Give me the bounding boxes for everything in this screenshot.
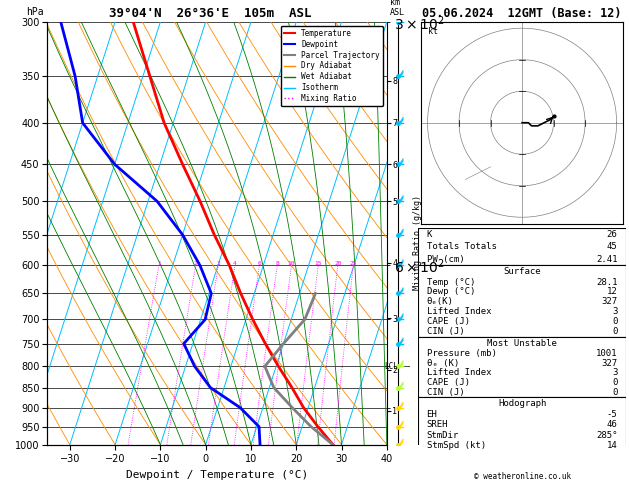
Text: θₑ(K): θₑ(K) <box>426 297 454 306</box>
Text: LCL: LCL <box>384 362 398 371</box>
Text: Lifted Index: Lifted Index <box>426 307 491 316</box>
Text: 2: 2 <box>194 261 198 266</box>
Text: 6: 6 <box>257 261 261 266</box>
Text: 1: 1 <box>157 261 161 266</box>
Text: 4: 4 <box>233 261 237 266</box>
X-axis label: Dewpoint / Temperature (°C): Dewpoint / Temperature (°C) <box>126 470 308 480</box>
Text: StmDir: StmDir <box>426 431 459 440</box>
Text: 0: 0 <box>612 388 618 397</box>
Legend: Temperature, Dewpoint, Parcel Trajectory, Dry Adiabat, Wet Adiabat, Isotherm, Mi: Temperature, Dewpoint, Parcel Trajectory… <box>281 26 383 106</box>
Text: 0: 0 <box>612 317 618 326</box>
Text: 20: 20 <box>334 261 342 266</box>
Text: Temp (°C): Temp (°C) <box>426 278 475 287</box>
Text: 8: 8 <box>276 261 279 266</box>
Text: EH: EH <box>426 410 437 419</box>
Text: 14: 14 <box>607 441 618 451</box>
Text: CAPE (J): CAPE (J) <box>426 378 470 387</box>
Text: Lifted Index: Lifted Index <box>426 368 491 377</box>
Text: θₑ (K): θₑ (K) <box>426 359 459 367</box>
Text: Surface: Surface <box>503 267 541 277</box>
Text: PW (cm): PW (cm) <box>426 255 464 263</box>
Bar <box>418 265 626 336</box>
Text: CIN (J): CIN (J) <box>426 388 464 397</box>
Text: Totals Totals: Totals Totals <box>426 243 496 251</box>
Text: 1001: 1001 <box>596 349 618 358</box>
Text: 12: 12 <box>607 287 618 296</box>
Bar <box>418 397 626 451</box>
Text: Most Unstable: Most Unstable <box>487 339 557 347</box>
Text: 0: 0 <box>612 378 618 387</box>
Text: 28.1: 28.1 <box>596 278 618 287</box>
Text: 327: 327 <box>601 297 618 306</box>
Text: 327: 327 <box>601 359 618 367</box>
Text: CIN (J): CIN (J) <box>426 327 464 336</box>
Text: © weatheronline.co.uk: © weatheronline.co.uk <box>474 472 571 481</box>
Text: 46: 46 <box>607 420 618 429</box>
Text: 05.06.2024  12GMT (Base: 12): 05.06.2024 12GMT (Base: 12) <box>422 7 622 20</box>
Text: 45: 45 <box>607 243 618 251</box>
Text: 39°04'N  26°36'E  105m  ASL: 39°04'N 26°36'E 105m ASL <box>109 7 312 20</box>
Text: 25: 25 <box>350 261 357 266</box>
Text: K: K <box>426 230 432 239</box>
Text: -5: -5 <box>607 410 618 419</box>
Text: 15: 15 <box>314 261 322 266</box>
Bar <box>418 336 626 397</box>
Text: StmSpd (kt): StmSpd (kt) <box>426 441 486 451</box>
Text: 3: 3 <box>612 307 618 316</box>
Text: kt: kt <box>428 28 438 36</box>
Text: Mixing Ratio (g/kg): Mixing Ratio (g/kg) <box>413 195 422 291</box>
Text: 0: 0 <box>612 327 618 336</box>
Text: 10: 10 <box>287 261 295 266</box>
Bar <box>418 228 626 265</box>
Text: 2.41: 2.41 <box>596 255 618 263</box>
Text: Dewp (°C): Dewp (°C) <box>426 287 475 296</box>
Text: km
ASL: km ASL <box>390 0 405 17</box>
Text: 26: 26 <box>607 230 618 239</box>
Text: 3: 3 <box>612 368 618 377</box>
Text: hPa: hPa <box>26 7 44 17</box>
Text: 3: 3 <box>216 261 220 266</box>
Text: SREH: SREH <box>426 420 448 429</box>
Text: CAPE (J): CAPE (J) <box>426 317 470 326</box>
Text: Hodograph: Hodograph <box>498 399 546 408</box>
Text: 285°: 285° <box>596 431 618 440</box>
Text: Pressure (mb): Pressure (mb) <box>426 349 496 358</box>
